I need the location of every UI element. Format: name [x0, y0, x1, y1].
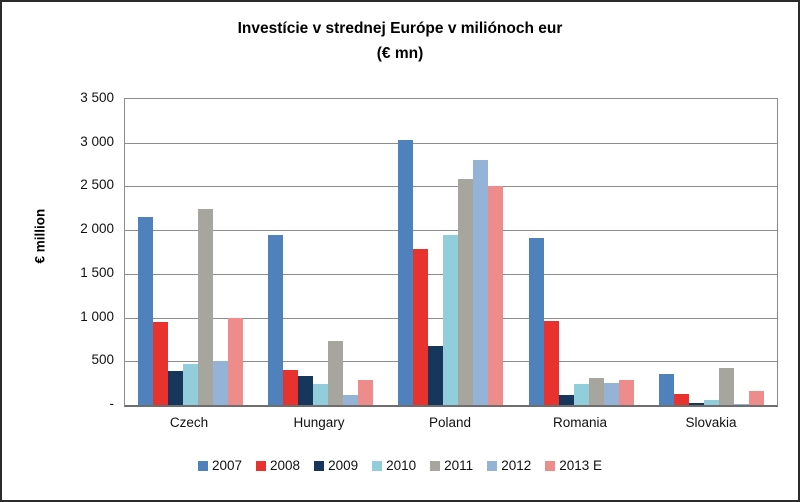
- legend-swatch-icon: [256, 460, 267, 471]
- bar-romania-2010: [573, 384, 589, 405]
- bar-poland-2009: [428, 346, 444, 405]
- legend-item-2010: 2010: [372, 458, 416, 473]
- bar-slovakia-2007: [659, 374, 675, 405]
- bar-czech-2012: [212, 361, 228, 405]
- bar-hungary-2012: [343, 395, 359, 405]
- y-tick-label-0: -: [109, 396, 115, 411]
- bar-hungary-2007: [268, 235, 284, 405]
- bar-group-poland: [386, 99, 516, 405]
- bar-poland-2011: [458, 179, 474, 405]
- bar-poland-2013E: [488, 186, 504, 405]
- chart-title-line2: (€ mn): [376, 45, 424, 62]
- bar-slovakia-2010: [704, 400, 720, 405]
- bar-poland-2012: [473, 160, 489, 405]
- legend-label: 2011: [444, 458, 474, 473]
- x-category-label-slovakia: Slovakia: [685, 415, 737, 430]
- x-category-label-hungary: Hungary: [293, 415, 345, 430]
- legend-swatch-icon: [372, 460, 383, 471]
- bar-hungary-2008: [283, 370, 299, 405]
- y-tick-label-2500: 2 500: [80, 177, 114, 192]
- legend-item-2012: 2012: [487, 458, 531, 473]
- bar-slovakia-2011: [719, 368, 735, 405]
- y-tick-label-2000: 2 000: [80, 221, 114, 236]
- chart-title: Investície v strednej Európe v miliónoch…: [2, 16, 798, 66]
- gridline-2500: [125, 186, 777, 187]
- legend-swatch-icon: [197, 460, 208, 471]
- bar-romania-2009: [558, 395, 574, 405]
- x-category-label-poland: Poland: [428, 415, 472, 430]
- legend-item-2009: 2009: [314, 458, 358, 473]
- legend-swatch-icon: [430, 460, 441, 471]
- bar-romania-2013E: [618, 380, 634, 405]
- legend-item-2013E: 2013 E: [545, 458, 602, 473]
- bar-group-hungary: [255, 99, 385, 405]
- x-category-label-romania: Romania: [552, 415, 608, 430]
- bar-slovakia-2012: [734, 404, 750, 405]
- bar-czech-2009: [167, 371, 183, 405]
- bar-poland-2007: [398, 140, 414, 405]
- bar-slovakia-2009: [689, 403, 705, 405]
- legend-item-2007: 2007: [197, 458, 243, 473]
- legend-label: 2007: [211, 458, 243, 473]
- legend-label: 2009: [328, 458, 359, 473]
- bar-slovakia-2008: [674, 394, 690, 405]
- bar-czech-2010: [182, 364, 198, 405]
- bar-poland-2008: [413, 249, 429, 405]
- gridline-3000: [125, 143, 777, 144]
- bar-hungary-2013E: [358, 380, 374, 405]
- legend-label: 2010: [386, 458, 417, 473]
- legend: 2007 2008 2009 2010 2011 2012 2013 E: [2, 458, 798, 473]
- bar-romania-2012: [603, 383, 619, 405]
- y-tick-label-1500: 1 500: [80, 265, 114, 280]
- bar-czech-2013E: [227, 318, 243, 405]
- legend-swatch-icon: [314, 460, 325, 471]
- legend-item-2011: 2011: [430, 458, 473, 473]
- chart-title-line1: Investície v strednej Európe v miliónoch…: [237, 20, 563, 37]
- bar-poland-2010: [443, 235, 459, 405]
- legend-label: 2008: [270, 458, 301, 473]
- bar-czech-2011: [197, 209, 213, 405]
- bar-group-slovakia: [647, 99, 777, 405]
- bar-romania-2007: [528, 238, 544, 405]
- bar-czech-2007: [137, 217, 153, 405]
- legend-swatch-icon: [545, 460, 556, 471]
- legend-label: 2013 E: [559, 458, 603, 473]
- bar-hungary-2010: [313, 384, 329, 405]
- bar-czech-2008: [152, 322, 168, 405]
- bar-slovakia-2013E: [749, 391, 765, 405]
- y-tick-label-3500: 3 500: [80, 90, 114, 105]
- plot-area: [124, 98, 778, 407]
- bar-hungary-2009: [298, 376, 314, 405]
- gridline-2000: [125, 230, 777, 231]
- bar-group-romania: [516, 99, 646, 405]
- y-tick-label-3000: 3 000: [80, 134, 114, 149]
- legend-label: 2012: [501, 458, 532, 473]
- bar-group-czech: [125, 99, 255, 405]
- legend-swatch-icon: [487, 460, 498, 471]
- bar-hungary-2011: [328, 341, 344, 405]
- bar-romania-2011: [588, 378, 604, 405]
- x-category-label-czech: Czech: [169, 415, 209, 430]
- y-tick-label-500: 500: [91, 352, 114, 367]
- bar-romania-2008: [543, 321, 559, 405]
- y-tick-label-1000: 1 000: [80, 309, 114, 324]
- legend-item-2008: 2008: [256, 458, 300, 473]
